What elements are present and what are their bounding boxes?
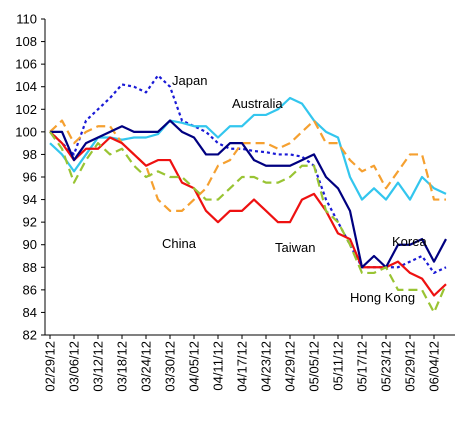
- y-tick-label: 94: [23, 192, 37, 207]
- y-tick-label: 96: [23, 170, 37, 185]
- series-label: Korea: [392, 234, 427, 249]
- x-tick-label: 03/18/12: [115, 341, 130, 392]
- series-label: Hong Kong: [350, 290, 415, 305]
- y-tick-label: 108: [15, 34, 37, 49]
- series-line: [49, 131, 448, 314]
- series-label: Japan: [172, 73, 207, 88]
- series-label: Taiwan: [275, 240, 315, 255]
- series-line: [50, 119, 447, 269]
- series-line: [49, 119, 446, 212]
- x-tick-label: 03/12/12: [91, 341, 106, 392]
- x-tick-label: 04/05/12: [187, 341, 202, 392]
- x-tick-label: 02/29/12: [43, 341, 58, 392]
- series-line: [49, 131, 447, 297]
- x-tick-label: 05/29/12: [403, 341, 418, 392]
- x-tick-label: 06/04/12: [427, 341, 442, 392]
- x-tick-label: 05/11/12: [331, 341, 346, 391]
- x-tick-label: 04/29/12: [283, 341, 298, 392]
- y-tick-label: 82: [23, 328, 37, 343]
- series-label: Australia: [232, 96, 283, 111]
- x-tick-label: 03/24/12: [139, 341, 154, 392]
- y-tick-label: 104: [15, 79, 37, 94]
- y-tick-label: 100: [15, 124, 37, 139]
- x-tick-label: 04/23/12: [259, 341, 274, 392]
- x-tick-label: 05/17/12: [355, 341, 370, 392]
- y-tick-label: 98: [23, 147, 37, 162]
- y-tick-label: 90: [23, 237, 37, 252]
- x-tick-label: 05/23/12: [379, 341, 394, 392]
- x-tick-label: 03/30/12: [163, 341, 178, 392]
- x-tick-label: 03/06/12: [67, 341, 82, 392]
- y-tick-label: 102: [15, 102, 37, 117]
- y-tick-label: 84: [23, 305, 37, 320]
- y-tick-label: 106: [15, 57, 37, 72]
- series-line: [49, 96, 447, 201]
- x-tick-label: 05/05/12: [307, 341, 322, 392]
- y-tick-label: 110: [16, 12, 37, 27]
- y-tick-label: 88: [23, 260, 37, 275]
- series-label: China: [162, 236, 197, 251]
- y-tick-label: 92: [23, 215, 37, 230]
- y-tick-label: 86: [23, 282, 37, 297]
- x-tick-label: 04/11/12: [211, 341, 226, 391]
- x-tick-label: 04/17/12: [235, 341, 250, 392]
